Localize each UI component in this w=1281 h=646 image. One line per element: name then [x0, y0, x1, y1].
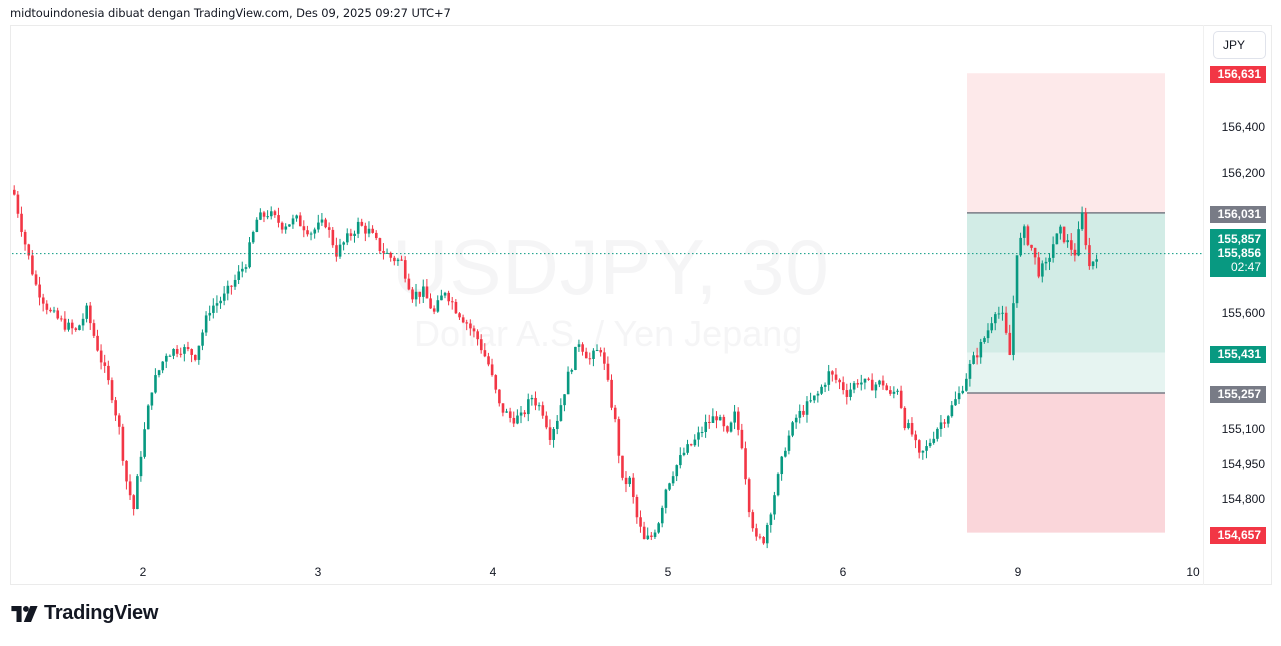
price-axis-separator: [1203, 25, 1204, 585]
price-tick-label: 156,400: [1221, 120, 1265, 134]
last-price-value-2: 155,856: [1217, 246, 1261, 260]
time-tick-label: 4: [489, 565, 497, 579]
price-tick-label: 156,200: [1221, 166, 1265, 180]
time-tick-label: 9: [1014, 565, 1022, 579]
tradingview-logo[interactable]: TradingView: [11, 602, 158, 625]
bar-countdown: 02:47: [1230, 260, 1261, 274]
lower-stop-zone: [967, 392, 1165, 533]
chart-attribution: midtouindonesia dibuat dengan TradingVie…: [10, 6, 451, 20]
entry-top-price-tag: 156,031: [1210, 206, 1266, 223]
target-price-tag: 156,631: [1210, 66, 1266, 83]
profit-zone-dark: [967, 212, 1165, 353]
time-tick-label: 6: [839, 565, 847, 579]
price-tick-label: 154,950: [1221, 457, 1265, 471]
last-price-value: 155,857: [1217, 232, 1261, 246]
time-tick-label: 10: [1186, 565, 1200, 579]
profit-zone-light: [967, 352, 1165, 393]
price-tick-label: 155,100: [1221, 422, 1265, 436]
time-tick-label: 3: [314, 565, 322, 579]
stop-price-tag: 154,657: [1210, 527, 1266, 544]
currency-button[interactable]: JPY: [1213, 31, 1266, 59]
symbol-watermark: USDJPY, 30: [392, 223, 830, 311]
logo-text: TradingView: [44, 602, 159, 624]
tradingview-logo-icon: [11, 605, 38, 622]
time-tick-label: 5: [664, 565, 672, 579]
price-tick-label: 155,600: [1221, 306, 1265, 320]
time-tick-label: 2: [139, 565, 147, 579]
inner-level-price-tag: 155,431: [1210, 346, 1266, 363]
upper-target-zone: [967, 73, 1165, 213]
price-tick-label: 154,800: [1221, 492, 1265, 506]
last-price-tag: 155,857 155,856 02:47: [1210, 229, 1266, 277]
entry-bottom-price-tag: 155,257: [1210, 386, 1266, 403]
